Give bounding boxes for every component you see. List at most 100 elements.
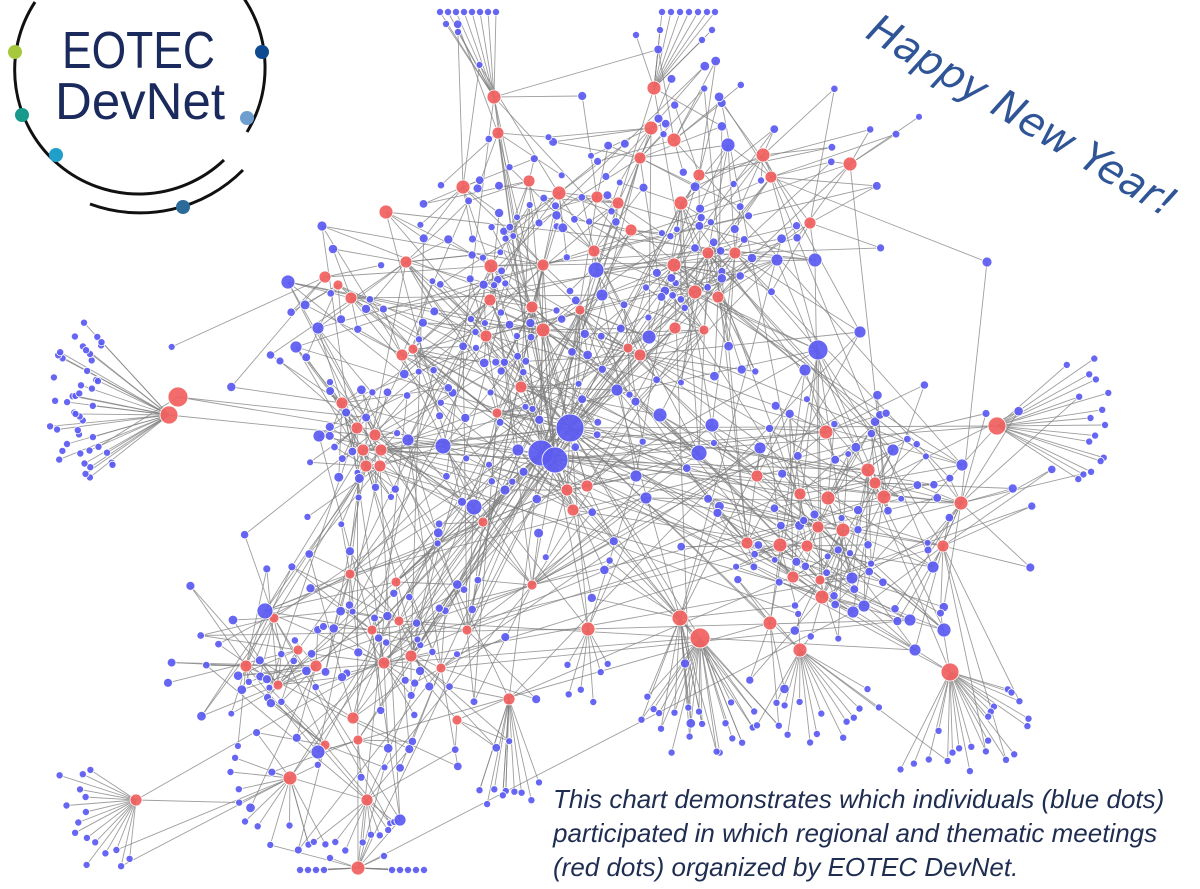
meeting-node (987, 416, 1007, 436)
participant-node (443, 383, 453, 393)
participant-node (103, 448, 112, 457)
network-edge (264, 581, 397, 612)
network-edge (699, 637, 755, 712)
participant-node (390, 484, 400, 494)
network-edge (477, 579, 533, 586)
participant-node (698, 36, 707, 45)
network-edge (996, 364, 1068, 427)
network-edge (135, 639, 418, 801)
caption: This chart demonstrates which individual… (553, 782, 1164, 884)
participant-node (981, 256, 993, 268)
network-edge (870, 433, 885, 498)
network-edge (540, 452, 801, 495)
participant-node (265, 683, 274, 692)
participant-node (275, 356, 285, 366)
network-edge (245, 568, 268, 667)
network-edge (362, 361, 505, 451)
participant-node (855, 704, 864, 713)
participant-node (436, 398, 445, 407)
participant-node (812, 730, 821, 739)
network-edge (395, 523, 440, 583)
meeting-node (404, 649, 418, 663)
participant-node (867, 559, 876, 568)
participant-node (478, 253, 487, 262)
network-edge (472, 584, 533, 610)
participant-node (769, 503, 780, 514)
participant-node (384, 826, 393, 835)
participant-node (874, 703, 883, 712)
participant-node (945, 473, 955, 483)
participant-node (770, 400, 781, 411)
participant-node (462, 454, 471, 463)
network-edge (734, 247, 881, 254)
network-edge (408, 596, 442, 669)
network-edge (357, 739, 413, 742)
network-edge (245, 665, 410, 750)
network-edge (365, 465, 392, 498)
participant-node (1086, 413, 1095, 422)
participant-node (1101, 420, 1110, 429)
participant-node (418, 233, 429, 244)
participant-node (517, 788, 526, 797)
participant-node (708, 25, 717, 34)
network-edge (569, 427, 681, 619)
network-edge (673, 139, 963, 466)
network-edge (485, 283, 506, 337)
network-edge (468, 180, 530, 202)
participant-node (716, 273, 727, 284)
meeting-node (344, 291, 358, 305)
participant-node (582, 349, 593, 361)
network-edge (806, 398, 869, 471)
network-edge (960, 413, 987, 504)
participant-node (666, 232, 675, 241)
network-edge (356, 392, 373, 429)
participant-node (330, 442, 339, 452)
network-edge (558, 192, 612, 212)
network-edge (647, 637, 701, 698)
participant-node (695, 203, 705, 214)
participant-node (453, 19, 463, 30)
participant-node (417, 317, 428, 328)
network-edge (405, 261, 495, 286)
network-edge (237, 665, 247, 747)
participant-node (320, 667, 331, 677)
participant-node (469, 697, 479, 706)
participant-node (806, 738, 815, 747)
participant-node (570, 215, 579, 224)
participant-node (577, 91, 588, 101)
network-edge (698, 96, 720, 176)
participant-node (467, 250, 477, 260)
network-edge (383, 452, 542, 664)
network-edge (542, 217, 702, 331)
network-edge (627, 287, 647, 349)
participant-node (299, 299, 311, 311)
network-edge (627, 347, 644, 442)
participant-node (312, 429, 326, 443)
participant-node (519, 368, 528, 377)
participant-node (46, 422, 55, 431)
network-edge (762, 146, 832, 156)
network-edge (502, 698, 510, 796)
participant-node (267, 767, 277, 777)
network-edge (360, 389, 376, 436)
participant-node (864, 566, 874, 577)
network-edge (295, 346, 944, 547)
network-edge (479, 11, 495, 98)
participant-node (354, 473, 365, 484)
meeting-node (580, 621, 596, 637)
network-edge (473, 412, 498, 508)
network-edge (231, 665, 317, 714)
meeting-node (940, 662, 960, 682)
meeting-node (698, 324, 710, 336)
participant-node (485, 460, 493, 469)
participant-node (521, 402, 530, 411)
meeting-node (792, 642, 808, 658)
participant-node (563, 660, 572, 669)
participant-nodes-layer (46, 7, 1113, 875)
meeting-node (522, 174, 536, 188)
meeting-node (786, 570, 800, 584)
logo-text-devnet: DevNet (55, 73, 226, 131)
participant-node (435, 411, 445, 421)
participant-node (883, 506, 893, 516)
meeting-node (479, 329, 493, 343)
